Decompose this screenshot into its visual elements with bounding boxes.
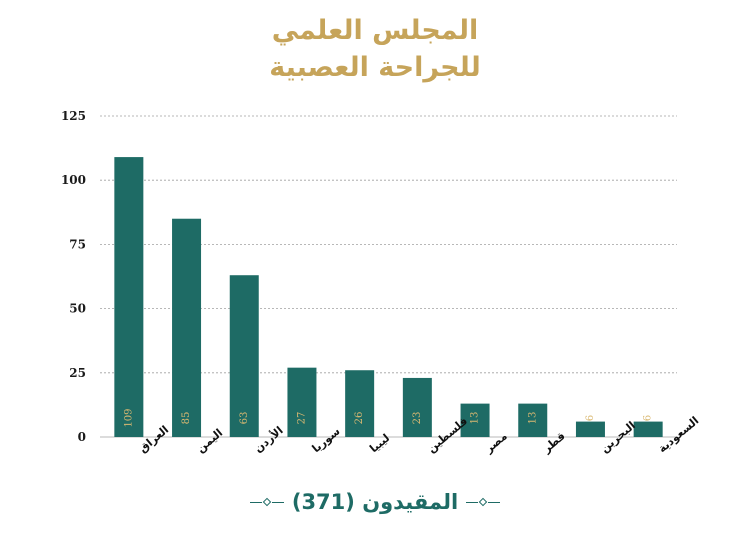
bar-value-label: 13 [470, 412, 481, 425]
y-tick-label: 50 [69, 302, 86, 316]
bar [229, 275, 259, 437]
bar-value-label: 26 [354, 412, 365, 425]
bar-value-label: 6 [585, 415, 596, 421]
y-tick-label: 75 [69, 237, 86, 251]
bar-value-labels: 109 85 63 27 26 23 13 13 6 6 [123, 408, 653, 427]
y-tick-label: 100 [61, 173, 86, 187]
footer-registered-count: المقيدون (371) [291, 490, 459, 514]
bar-value-label: 63 [239, 412, 250, 425]
bar [172, 218, 202, 437]
bar [633, 421, 663, 437]
bar [518, 403, 548, 437]
y-tick-label: 125 [61, 109, 86, 123]
y-axis-ticks: 0 25 50 75 100 125 [61, 109, 86, 444]
bar-value-label: 6 [643, 415, 654, 421]
bar-value-label: 85 [181, 412, 192, 425]
bar-value-label: 27 [296, 412, 307, 425]
y-tick-label: 25 [69, 366, 86, 380]
bar [575, 421, 605, 437]
bar [402, 377, 432, 437]
chart-title-line-1: المجلس العلمي [271, 15, 479, 46]
chart-title: المجلس العلمي للجراحة العصبية [0, 12, 750, 86]
diamond-ornament-icon [466, 497, 501, 507]
bar [345, 370, 375, 437]
chart-title-line-2: للجراحة العصبية [269, 52, 481, 83]
y-tick-label: 0 [78, 430, 86, 444]
bar-value-label: 23 [412, 412, 423, 425]
bar-value-label: 13 [527, 412, 538, 425]
diamond-ornament-icon [249, 497, 284, 507]
bar [114, 157, 144, 437]
bar-value-label: 109 [123, 408, 134, 427]
footer-caption: المقيدون (371) [0, 490, 750, 514]
bar [287, 367, 317, 437]
bar [460, 403, 490, 437]
bars [114, 157, 663, 437]
